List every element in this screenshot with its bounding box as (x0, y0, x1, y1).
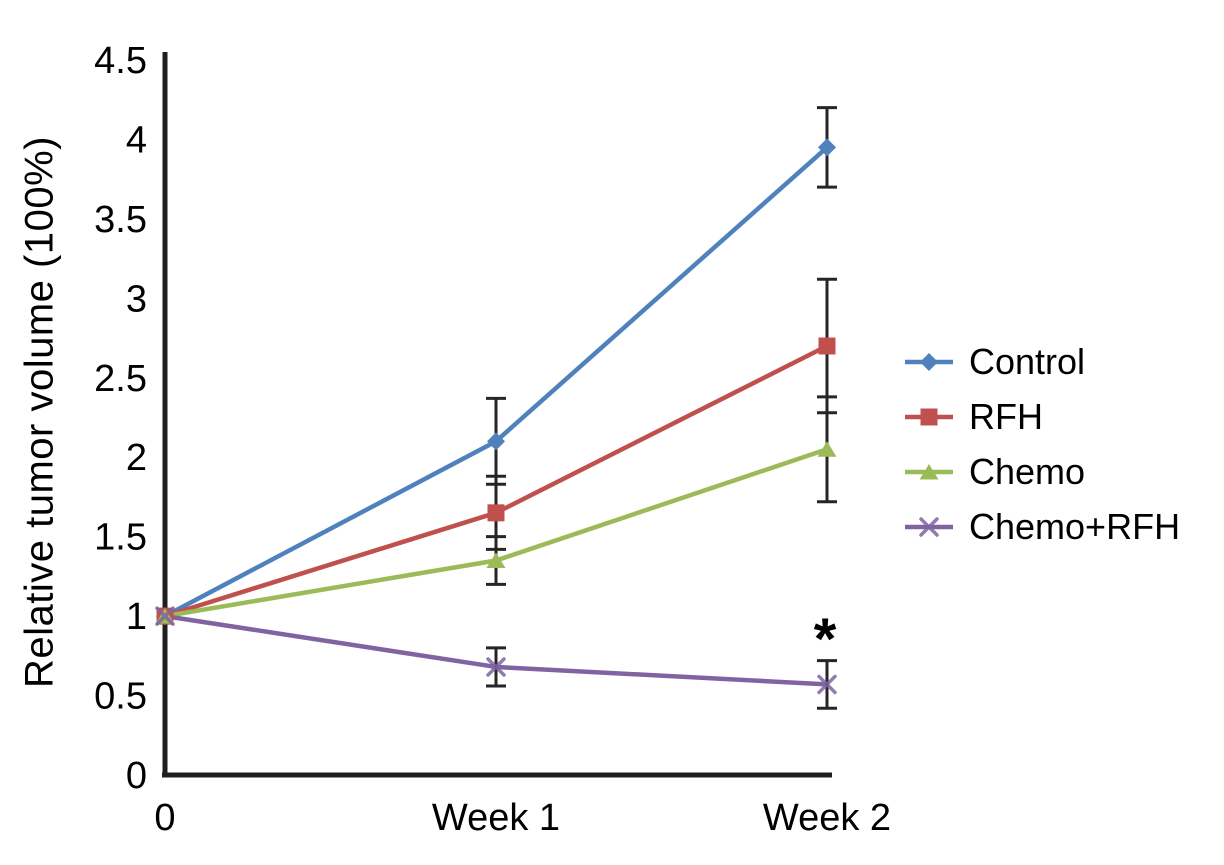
y-tick-label: 3.5 (94, 199, 147, 241)
y-tick-label: 0 (126, 755, 147, 797)
data-point-marker (486, 552, 506, 568)
x-tick-label: 0 (154, 797, 175, 839)
y-axis-title: Relative tumor volume (100%) (17, 136, 62, 688)
axes (162, 52, 832, 778)
data-point-marker (487, 432, 505, 451)
legend-label: Control (969, 341, 1085, 382)
data-point-marker (487, 504, 505, 522)
legend-marker-x (919, 517, 939, 537)
y-tick-labels: 0 0.5 1 1.5 2 2.5 3 3.5 4 4.5 (94, 40, 147, 797)
x-tick-labels: 0 Week 1 Week 2 (154, 797, 891, 839)
series-markers-chemo-rfh (155, 606, 837, 695)
x-marker-stroke (155, 606, 175, 626)
x-tick-label: Week 2 (763, 797, 891, 839)
legend-marker-triangle (919, 464, 939, 480)
x-marker-stroke (817, 674, 837, 695)
legend-item-control: Control (905, 341, 1085, 382)
y-tick-label: 3 (126, 278, 147, 320)
legend-label: Chemo (969, 451, 1085, 492)
legend-label: Chemo+RFH (969, 506, 1180, 547)
significance-asterisk: * (814, 607, 837, 672)
data-point-marker (817, 674, 837, 695)
data-point-marker (817, 441, 837, 457)
data-point-marker (818, 138, 836, 157)
y-tick-label: 2.5 (94, 358, 147, 400)
legend-label: RFH (969, 396, 1043, 437)
y-tick-label: 4 (126, 119, 147, 161)
data-point-marker (155, 606, 175, 626)
y-tick-label: 0.5 (94, 676, 147, 718)
legend-item-rfh: RFH (905, 396, 1043, 437)
error-bars (486, 106, 837, 710)
y-tick-label: 1 (126, 596, 147, 638)
y-tick-label: 2 (126, 437, 147, 479)
y-tick-label: 1.5 (94, 517, 147, 559)
x-marker-stroke (486, 657, 506, 677)
legend: Control RFH Chemo Chemo+RFH (905, 341, 1180, 547)
y-tick-label: 4.5 (94, 40, 147, 82)
x-tick-label: Week 1 (432, 797, 560, 839)
legend-marker-square (920, 408, 938, 426)
legend-item-chemo-rfh: Chemo+RFH (905, 506, 1180, 547)
legend-marker-diamond (920, 353, 938, 371)
data-point-marker (818, 337, 836, 355)
x-marker-stroke (919, 517, 939, 537)
data-point-marker (486, 657, 506, 677)
legend-item-chemo: Chemo (905, 451, 1085, 492)
